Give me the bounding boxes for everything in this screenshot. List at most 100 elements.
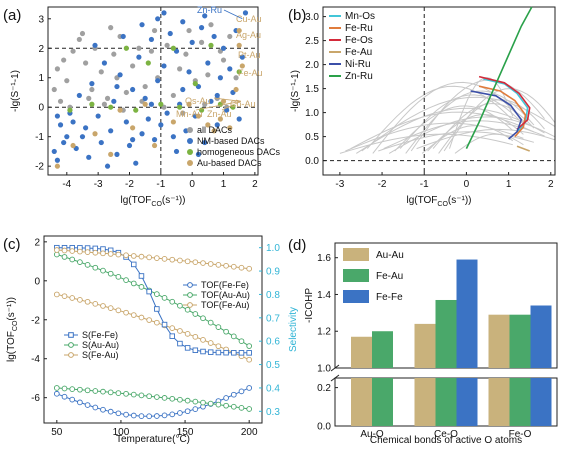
scatter-point — [123, 119, 129, 125]
series-line — [478, 85, 527, 138]
series-line — [465, 6, 533, 149]
legend-label: Zn-Ru — [345, 71, 373, 82]
x-tick-label: 0 — [464, 179, 470, 190]
legend-label: Au-Au — [376, 250, 404, 261]
scatter-point — [205, 72, 211, 78]
data-marker — [154, 306, 160, 312]
scatter-point — [180, 110, 186, 116]
scatter-point — [123, 89, 129, 96]
scatter-point — [89, 101, 95, 107]
legend-marker — [68, 342, 74, 348]
x-axis-title-b-sub: CO — [437, 201, 448, 208]
x-tick-label: 1 — [506, 179, 512, 190]
data-marker — [223, 402, 229, 409]
data-marker — [177, 410, 183, 416]
data-marker — [192, 333, 199, 340]
scatter-point — [227, 33, 233, 40]
background-curve — [454, 133, 524, 154]
data-marker — [92, 388, 99, 394]
scatter-point — [220, 45, 227, 51]
background-curve — [427, 113, 524, 152]
y-tick-label: 2 — [34, 237, 40, 248]
legend-label: homogeneous DACs — [197, 147, 281, 157]
data-marker — [138, 284, 145, 290]
data-marker — [130, 253, 137, 259]
data-marker — [92, 264, 99, 271]
scatter-point — [170, 92, 176, 99]
scatter-point — [64, 134, 70, 140]
y-axis-title-a: -lg(S⁻¹-1) — [10, 70, 21, 112]
legend-swatch — [343, 269, 369, 282]
scatter-point — [236, 116, 242, 122]
scatter-point — [111, 51, 117, 57]
y-tick-label: 1.0 — [317, 364, 331, 375]
legend-marker — [187, 302, 193, 308]
background-curve — [378, 131, 535, 152]
data-marker — [130, 391, 137, 398]
scatter-point — [227, 66, 233, 72]
x-tick-label: 1 — [221, 179, 227, 190]
scatter-point — [83, 125, 89, 131]
scatter-point — [101, 60, 108, 66]
data-marker — [92, 404, 99, 411]
data-marker — [69, 396, 76, 403]
legend-marker — [187, 138, 193, 144]
data-marker — [123, 411, 129, 418]
y-tick-label: -1 — [35, 132, 44, 143]
background-curve — [383, 120, 545, 150]
y2-tick-label: 0.9 — [266, 267, 280, 278]
data-marker — [161, 256, 168, 262]
data-marker — [100, 267, 106, 274]
y-tick-label: 3 — [38, 14, 44, 25]
category-label: Ce-O — [434, 429, 458, 440]
data-marker — [161, 412, 168, 419]
y-tick-label: 1.2 — [317, 327, 331, 338]
y2-tick-label: 0.3 — [266, 407, 280, 418]
scatter-point — [180, 86, 186, 93]
data-marker — [230, 333, 237, 340]
data-marker — [61, 247, 68, 254]
data-marker — [92, 300, 99, 307]
data-marker — [223, 395, 229, 401]
scatter-point — [170, 45, 176, 51]
x-tick-label: -4 — [62, 179, 71, 190]
scatter-point — [98, 69, 104, 75]
legend-label: S(Fe-Au) — [82, 350, 119, 360]
y2-tick-label: 0.6 — [266, 337, 280, 348]
bar — [435, 299, 457, 368]
data-marker — [115, 251, 122, 258]
data-marker — [69, 248, 76, 254]
data-marker — [184, 330, 191, 337]
category-label: Au-O — [360, 429, 384, 440]
data-marker — [192, 311, 199, 317]
scatter-point — [108, 128, 114, 134]
scatter-point — [117, 72, 123, 78]
legend-marker — [187, 292, 193, 298]
data-marker — [53, 247, 60, 253]
annotation-line — [213, 97, 241, 102]
x-axis-title-a: lg(TOFCO(s⁻¹)) — [120, 195, 185, 208]
data-marker — [246, 406, 253, 412]
y-tick-label: 0.0 — [305, 156, 319, 167]
y2-tick-label: 0.7 — [266, 313, 280, 324]
scatter-point — [57, 122, 64, 128]
point-annotation: Co-Au — [230, 99, 256, 109]
data-marker — [177, 396, 183, 403]
y-tick-label: -2 — [31, 315, 40, 326]
data-marker — [238, 350, 245, 356]
data-marker — [230, 391, 237, 398]
y2-tick-label: 0.5 — [266, 360, 280, 371]
data-marker — [146, 288, 152, 295]
data-marker — [238, 338, 245, 345]
data-marker — [169, 325, 176, 331]
data-marker — [192, 406, 199, 412]
scatter-point — [151, 27, 158, 34]
scatter-point — [177, 104, 183, 110]
legend-swatch — [343, 290, 369, 303]
scatter-point — [186, 27, 192, 34]
background-curve — [405, 90, 535, 154]
data-marker — [200, 260, 206, 266]
legend-label: Fe-Fe — [376, 292, 403, 303]
scatter-point — [214, 92, 220, 99]
x-axis-title-b-main: lg(TOF — [406, 195, 437, 206]
